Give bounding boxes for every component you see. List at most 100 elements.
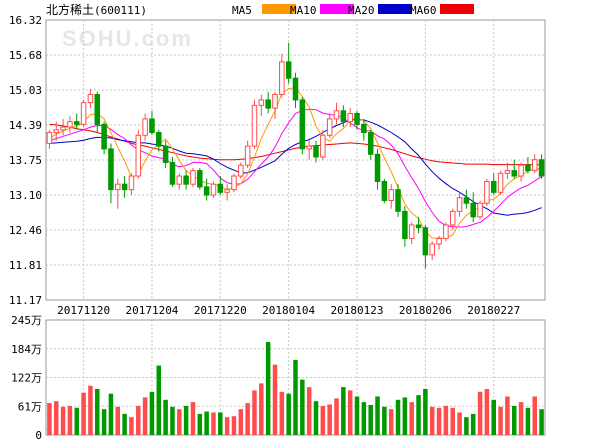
volume-bar: [395, 399, 401, 435]
candle: [121, 176, 128, 198]
candle: [347, 108, 353, 128]
volume-bar: [53, 401, 59, 435]
candle-body: [169, 161, 176, 185]
candle-body: [299, 99, 306, 150]
volume-bar: [327, 404, 332, 435]
volume-bar: [129, 417, 134, 435]
candle: [94, 91, 101, 133]
price-tick-label: 11.17: [9, 294, 42, 307]
candle-body: [46, 132, 53, 144]
candle-body: [306, 145, 312, 150]
candle: [87, 89, 94, 109]
candle-body: [74, 121, 80, 125]
candle: [169, 157, 176, 187]
price-tick-label: 16.32: [9, 14, 42, 27]
candle: [504, 162, 511, 179]
volume-bar: [224, 417, 230, 435]
volume-bar: [81, 392, 86, 435]
candle: [210, 181, 217, 198]
volume-bar: [511, 405, 517, 435]
candle-body: [162, 145, 169, 163]
volume-bar: [259, 383, 264, 435]
date-tick-label: 20180206: [399, 304, 452, 317]
ma5-line: [49, 87, 542, 239]
volume-bar: [416, 395, 421, 435]
volume-bar: [265, 342, 271, 435]
candle: [518, 162, 524, 182]
candle-body: [490, 180, 497, 193]
candle: [313, 140, 319, 163]
candle-body: [292, 77, 299, 101]
candle-body: [197, 170, 203, 188]
candle-body: [217, 183, 224, 193]
candle-body: [121, 183, 128, 191]
candle: [497, 170, 504, 196]
volume-bar: [156, 365, 162, 435]
volume-bar: [101, 409, 107, 435]
candle-body: [183, 175, 189, 185]
candle: [415, 216, 422, 234]
candle: [176, 173, 183, 190]
candle: [101, 121, 107, 155]
legend-label-ma5: MA5: [232, 4, 252, 17]
candle-body: [463, 197, 470, 204]
volume-bar: [252, 390, 257, 435]
candle: [477, 200, 483, 220]
candle: [251, 99, 258, 149]
volume-bar: [532, 396, 538, 435]
candle: [238, 162, 244, 179]
candle-body: [422, 227, 429, 256]
candle-body: [176, 175, 183, 185]
volume-tick-label: 0: [35, 429, 42, 440]
volume-bar: [491, 399, 496, 435]
candle: [470, 192, 476, 223]
candle-body: [244, 145, 251, 166]
candle-body: [258, 99, 265, 106]
date-tick-label: 20180227: [467, 304, 520, 317]
candle: [449, 208, 456, 231]
candle-body: [313, 145, 319, 158]
price-tick-label: 11.81: [9, 259, 42, 272]
legend-swatch-ma10: [320, 4, 354, 14]
volume-bar: [498, 406, 503, 435]
candle: [367, 129, 374, 160]
candle: [436, 235, 442, 250]
candle: [265, 91, 271, 114]
candle: [463, 189, 470, 209]
candle: [531, 154, 538, 174]
candlesticks: [46, 42, 545, 269]
candle-body: [388, 189, 394, 202]
volume-bar: [136, 405, 141, 435]
candle: [511, 159, 517, 179]
candle-body: [429, 243, 435, 256]
volume-y-axis: 245万 184万 122万 61万 0: [11, 314, 42, 440]
candle-body: [251, 104, 258, 147]
candle: [156, 129, 162, 152]
legend-swatch-ma5: [262, 4, 296, 14]
candle: [162, 140, 169, 168]
candle-body: [190, 170, 196, 185]
candle: [402, 205, 408, 247]
volume-bar: [190, 402, 196, 435]
candle: [408, 222, 415, 244]
candle: [326, 113, 333, 138]
candle-body: [272, 93, 278, 109]
volume-bar: [388, 409, 394, 435]
candle-body: [108, 148, 114, 191]
candle: [244, 140, 251, 168]
volume-bar: [286, 393, 291, 435]
volume-bar: [347, 390, 353, 435]
candle: [429, 241, 435, 261]
candle: [115, 178, 121, 209]
candle: [538, 154, 545, 179]
watermark: SOHU.com: [62, 26, 193, 51]
legend: MA5 MA10 MA20 MA60: [232, 4, 474, 17]
candle-body: [443, 224, 449, 240]
volume-bar: [464, 417, 469, 435]
volume-bar: [238, 409, 244, 435]
candle: [299, 97, 306, 155]
volume-bar: [47, 403, 52, 435]
candle-body: [128, 175, 135, 191]
candle: [135, 129, 142, 179]
candle-body: [156, 132, 162, 147]
